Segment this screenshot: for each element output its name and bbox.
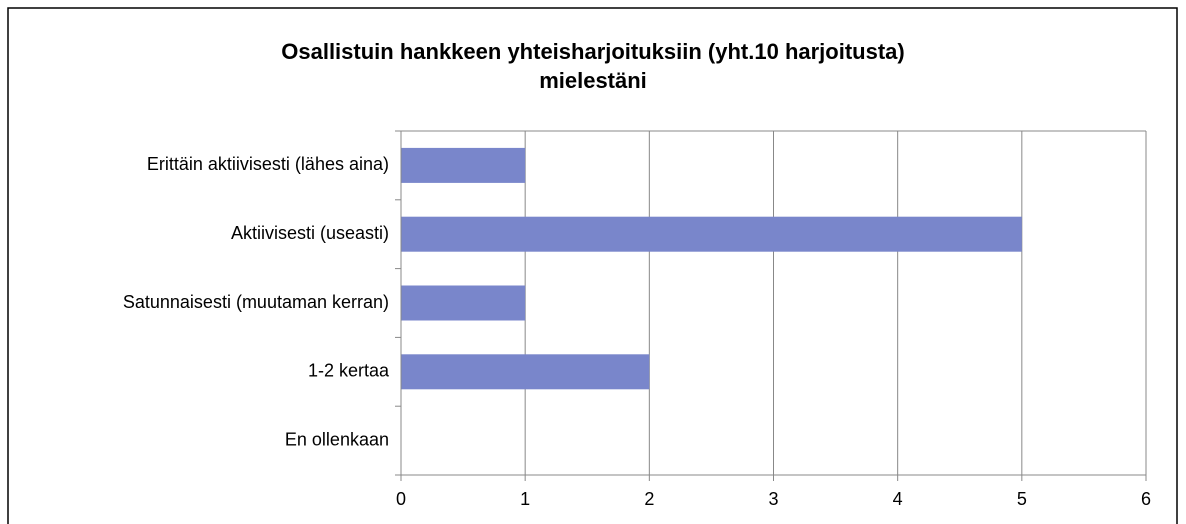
bar <box>401 285 526 321</box>
y-tick-label: Satunnaisesti (muutaman kerran) <box>123 292 389 312</box>
x-tick-label: 4 <box>893 489 903 509</box>
bar <box>401 216 1022 252</box>
chart-title: Osallistuin hankkeen yhteisharjoituksiin… <box>281 39 905 64</box>
x-tick-label: 5 <box>1017 489 1027 509</box>
y-tick-label: En ollenkaan <box>285 429 389 449</box>
chart-border <box>7 7 1178 524</box>
x-tick-label: 6 <box>1141 489 1151 509</box>
x-tick-label: 0 <box>396 489 406 509</box>
x-tick-label: 1 <box>520 489 530 509</box>
bar <box>401 354 650 390</box>
x-tick-label: 3 <box>768 489 778 509</box>
x-tick-label: 2 <box>644 489 654 509</box>
chart-title: mielestäni <box>539 68 647 93</box>
y-tick-label: 1-2 kertaa <box>308 361 390 381</box>
bar <box>401 147 526 183</box>
y-tick-label: Erittäin aktiivisesti (lähes aina) <box>147 154 389 174</box>
y-tick-label: Aktiivisesti (useasti) <box>231 223 389 243</box>
